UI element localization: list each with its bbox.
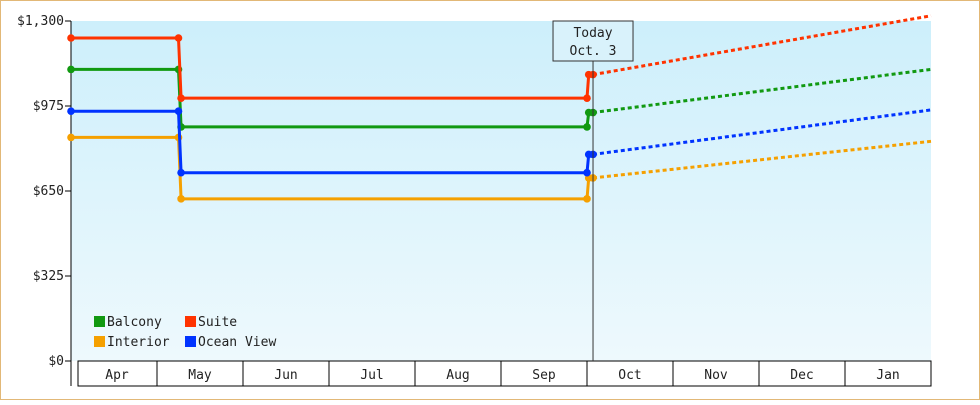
data-point <box>583 123 591 131</box>
data-point <box>177 195 185 203</box>
forecast-line <box>592 139 932 180</box>
plot-area <box>71 21 931 361</box>
data-point <box>583 94 591 102</box>
legend-item: Interior <box>94 335 170 350</box>
legend-label: Suite <box>198 315 237 330</box>
legend-label: Balcony <box>107 315 162 330</box>
legend-swatch <box>185 316 196 327</box>
today-marker: Today Oct. 3 <box>552 20 634 361</box>
legend-label: Interior <box>107 335 170 350</box>
forecast-line <box>592 14 932 77</box>
data-point <box>67 65 75 74</box>
y-tick-label: $975 <box>33 99 64 114</box>
legend-swatch <box>185 336 196 347</box>
today-label: Today <box>573 26 612 41</box>
x-tick-label: Aug <box>446 368 469 383</box>
data-point <box>174 107 183 116</box>
x-tick-label: May <box>188 368 212 383</box>
today-box <box>552 20 634 62</box>
x-tick-label: Apr <box>105 368 129 383</box>
y-tick-label: $0 <box>48 354 64 369</box>
x-tick-label: Oct <box>618 368 641 383</box>
today-date: Oct. 3 <box>570 44 617 59</box>
data-point <box>583 195 591 203</box>
data-point <box>583 168 591 177</box>
data-point <box>174 34 183 42</box>
x-tick-label: Nov <box>704 368 728 383</box>
series-balcony <box>67 65 932 131</box>
data-point <box>67 34 75 42</box>
data-point <box>177 168 185 177</box>
forecast-line <box>592 108 932 156</box>
legend-item: Suite <box>185 315 237 330</box>
x-tick-label: Jun <box>274 368 297 383</box>
legend-label: Ocean View <box>198 335 276 350</box>
data-point <box>67 107 75 116</box>
legend-swatch <box>94 316 105 327</box>
forecast-line <box>592 67 932 115</box>
y-tick-label: $1,300 <box>17 14 64 29</box>
y-tick-label: $650 <box>33 184 64 199</box>
x-tick-label: Jul <box>360 368 383 383</box>
legend-swatch <box>94 336 105 347</box>
axes: $0 $325 $650 $975 $1,300 Apr May Jun Jul Aug Sep Oc… <box>17 14 932 387</box>
data-point <box>67 133 75 142</box>
legend-item: Ocean View <box>185 335 276 350</box>
data-point <box>177 94 185 102</box>
series-suite <box>67 14 932 102</box>
y-tick-label: $325 <box>33 269 64 284</box>
x-tick-label: Jan <box>876 368 899 383</box>
series-layer <box>67 14 932 203</box>
legend: Balcony Suite Interior Ocean View <box>94 315 276 350</box>
legend-item: Balcony <box>94 315 162 330</box>
x-tick-label: Sep <box>532 368 556 383</box>
x-axis-band <box>77 360 932 387</box>
series-ocean-view <box>67 107 932 177</box>
x-tick-label: Dec <box>790 368 813 383</box>
series-interior <box>67 133 932 203</box>
